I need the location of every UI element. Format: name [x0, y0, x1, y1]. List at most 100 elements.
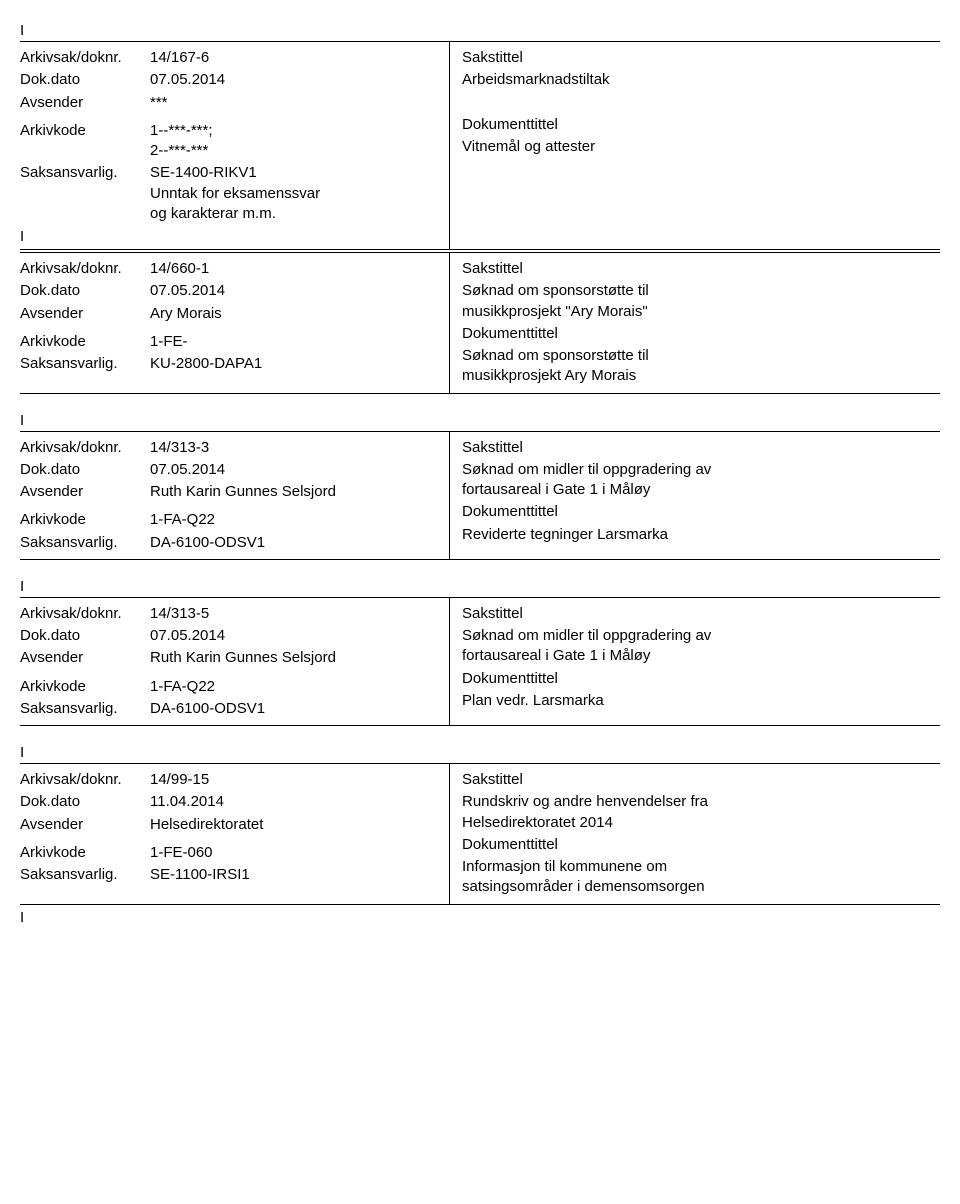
sakstittel-label: Sakstittel — [462, 48, 940, 68]
field-label: Arkivkode — [20, 510, 150, 530]
i-marker: I — [20, 742, 940, 763]
dokumenttittel-label: Dokumenttittel — [462, 502, 940, 522]
field-value: Ary Morais — [150, 304, 441, 324]
field-value: 14/167-6 — [150, 48, 441, 68]
sakstittel-value: Søknad om midler til oppgradering avfort… — [462, 626, 940, 667]
dokumenttittel-label: Dokumenttittel — [462, 324, 940, 344]
dokumenttittel-value: Søknad om sponsorstøtte tilmusikkprosjek… — [462, 346, 940, 387]
field-value: SE-1100-IRSI1 — [150, 865, 441, 885]
sakstittel-value: Søknad om sponsorstøtte tilmusikkprosjek… — [462, 281, 940, 322]
field-value: 07.05.2014 — [150, 281, 441, 301]
sakstittel-label: Sakstittel — [462, 259, 940, 279]
field-row-arkivkode: Arkivkode1--***-***;2--***-*** — [20, 121, 441, 162]
dokumenttittel-value: Reviderte tegninger Larsmarka — [462, 525, 940, 545]
record: Arkivsak/doknr.14/660-1Dok.dato07.05.201… — [20, 252, 940, 394]
field-value: Ruth Karin Gunnes Selsjord — [150, 482, 441, 502]
record-right: SakstittelSøknad om midler til oppgrader… — [450, 598, 940, 725]
field-value: 14/313-5 — [150, 604, 441, 624]
record: Arkivsak/doknr.14/313-5Dok.dato07.05.201… — [20, 597, 940, 726]
field-label: Saksansvarlig. — [20, 533, 150, 553]
field-row-arkivsak: Arkivsak/doknr.14/313-3 — [20, 438, 441, 458]
field-row-saksansvarlig: Saksansvarlig.DA-6100-ODSV1 — [20, 533, 441, 553]
field-label: Arkivsak/doknr. — [20, 770, 150, 790]
field-row-dokdato: Dok.dato07.05.2014 — [20, 281, 441, 301]
field-row-saksansvarlig: Saksansvarlig.KU-2800-DAPA1 — [20, 354, 441, 374]
field-row-dokdato: Dok.dato07.05.2014 — [20, 460, 441, 480]
field-label: Avsender — [20, 93, 150, 113]
field-label: Arkivkode — [20, 332, 150, 352]
field-row-avsender: AvsenderAry Morais — [20, 304, 441, 324]
field-row-avsender: AvsenderRuth Karin Gunnes Selsjord — [20, 648, 441, 668]
field-label: Arkivsak/doknr. — [20, 259, 150, 279]
field-row-dokdato: Dok.dato07.05.2014 — [20, 626, 441, 646]
field-value: Ruth Karin Gunnes Selsjord — [150, 648, 441, 668]
i-marker: I — [20, 410, 940, 431]
field-label: Saksansvarlig. — [20, 163, 150, 224]
sakstittel-label: Sakstittel — [462, 438, 940, 458]
field-label: Dok.dato — [20, 281, 150, 301]
field-row-arkivkode: Arkivkode1-FA-Q22 — [20, 510, 441, 530]
field-value: KU-2800-DAPA1 — [150, 354, 441, 374]
sakstittel-label: Sakstittel — [462, 604, 940, 624]
field-label: Avsender — [20, 482, 150, 502]
field-label: Saksansvarlig. — [20, 865, 150, 885]
sakstittel-value: Søknad om midler til oppgradering avfort… — [462, 460, 940, 501]
field-row-arkivkode: Arkivkode1-FE-060 — [20, 843, 441, 863]
field-label: Arkivsak/doknr. — [20, 438, 150, 458]
dokumenttittel-value: Informasjon til kommunene omsatsingsområ… — [462, 857, 940, 898]
field-label: Arkivsak/doknr. — [20, 604, 150, 624]
record-left: Arkivsak/doknr.14/313-5Dok.dato07.05.201… — [20, 598, 450, 725]
field-row-arkivsak: Arkivsak/doknr.14/167-6 — [20, 48, 441, 68]
field-label: Arkivkode — [20, 121, 150, 162]
field-row-arkivsak: Arkivsak/doknr.14/660-1 — [20, 259, 441, 279]
field-value: 07.05.2014 — [150, 460, 441, 480]
field-label: Dok.dato — [20, 626, 150, 646]
record-left: Arkivsak/doknr.14/99-15Dok.dato11.04.201… — [20, 764, 450, 904]
field-label: Saksansvarlig. — [20, 354, 150, 374]
field-row-saksansvarlig: Saksansvarlig.DA-6100-ODSV1 — [20, 699, 441, 719]
field-row-arkivsak: Arkivsak/doknr.14/99-15 — [20, 770, 441, 790]
field-label: Dok.dato — [20, 70, 150, 90]
field-label: Saksansvarlig. — [20, 699, 150, 719]
field-value: SE-1400-RIKV1Unntak for eksamenssvarog k… — [150, 163, 441, 224]
field-row-dokdato: Dok.dato07.05.2014 — [20, 70, 441, 90]
field-value: 07.05.2014 — [150, 70, 441, 90]
field-value: 1-FA-Q22 — [150, 677, 441, 697]
sakstittel-label: Sakstittel — [462, 770, 940, 790]
field-label: Arkivkode — [20, 677, 150, 697]
field-row-avsender: Avsender*** — [20, 93, 441, 113]
record: Arkivsak/doknr.14/167-6Dok.dato07.05.201… — [20, 41, 940, 250]
dokumenttittel-value: Vitnemål og attester — [462, 137, 940, 157]
sakstittel-value: Rundskriv og andre henvendelser fraHelse… — [462, 792, 940, 833]
field-value: 1-FE- — [150, 332, 441, 352]
field-value: 14/660-1 — [150, 259, 441, 279]
field-label: Avsender — [20, 648, 150, 668]
i-marker: I — [20, 226, 441, 245]
i-marker: I — [20, 20, 940, 41]
record-left: Arkivsak/doknr.14/660-1Dok.dato07.05.201… — [20, 253, 450, 393]
records-container: IArkivsak/doknr.14/167-6Dok.dato07.05.20… — [20, 20, 940, 926]
field-value: 14/99-15 — [150, 770, 441, 790]
record-right: SakstittelRundskriv og andre henvendelse… — [450, 764, 940, 904]
dokumenttittel-label: Dokumenttittel — [462, 115, 940, 135]
sakstittel-value: Arbeidsmarknadstiltak — [462, 70, 940, 90]
dokumenttittel-label: Dokumenttittel — [462, 669, 940, 689]
dokumenttittel-value: Plan vedr. Larsmarka — [462, 691, 940, 711]
field-row-dokdato: Dok.dato11.04.2014 — [20, 792, 441, 812]
field-value: 07.05.2014 — [150, 626, 441, 646]
record-left: Arkivsak/doknr.14/313-3Dok.dato07.05.201… — [20, 432, 450, 559]
field-value: DA-6100-ODSV1 — [150, 533, 441, 553]
record: Arkivsak/doknr.14/99-15Dok.dato11.04.201… — [20, 763, 940, 905]
field-value: 14/313-3 — [150, 438, 441, 458]
record-right: SakstittelArbeidsmarknadstiltak Dokument… — [450, 42, 940, 249]
record: Arkivsak/doknr.14/313-3Dok.dato07.05.201… — [20, 431, 940, 560]
field-row-arkivsak: Arkivsak/doknr.14/313-5 — [20, 604, 441, 624]
field-row-arkivkode: Arkivkode1-FA-Q22 — [20, 677, 441, 697]
field-row-arkivkode: Arkivkode1-FE- — [20, 332, 441, 352]
dokumenttittel-label: Dokumenttittel — [462, 835, 940, 855]
record-left: Arkivsak/doknr.14/167-6Dok.dato07.05.201… — [20, 42, 450, 249]
field-label: Avsender — [20, 304, 150, 324]
field-label: Dok.dato — [20, 792, 150, 812]
i-marker: I — [20, 907, 940, 926]
field-label: Arkivsak/doknr. — [20, 48, 150, 68]
